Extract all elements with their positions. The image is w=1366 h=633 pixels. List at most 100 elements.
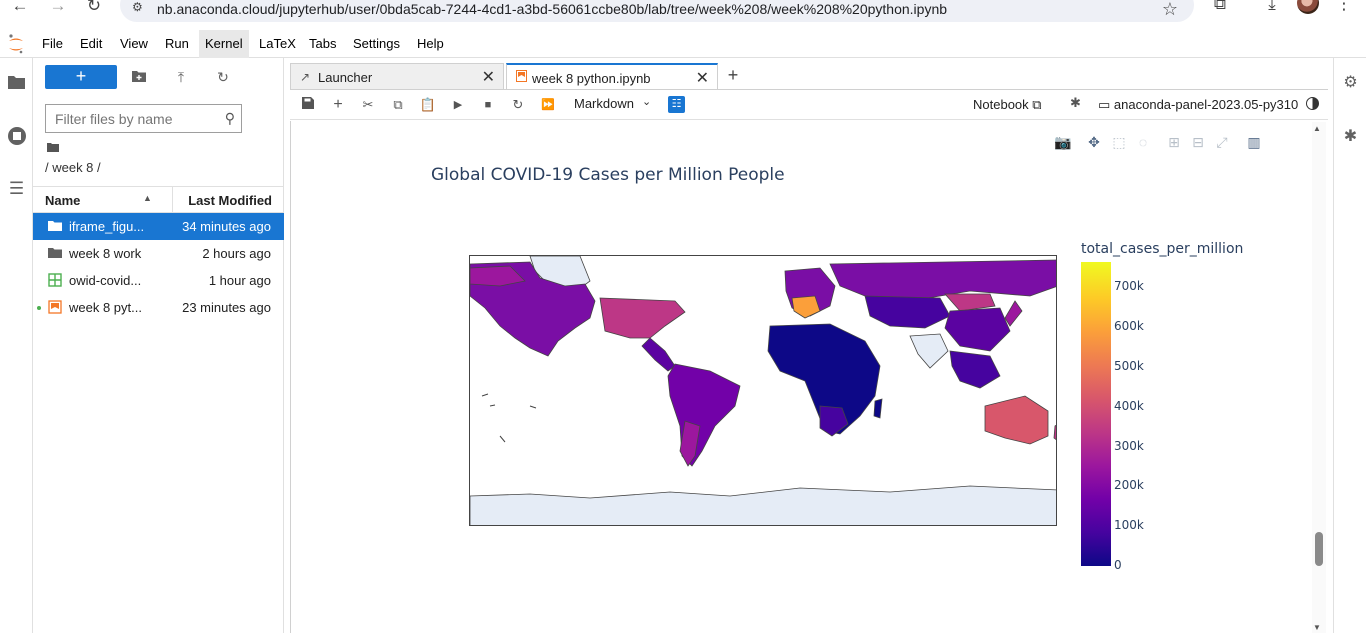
notebook-icon [48,300,62,314]
menu-item-kernel[interactable]: Kernel [199,30,249,58]
colorbar-tick-label: 300k [1114,438,1144,453]
back-icon[interactable]: ← [11,0,29,15]
forward-icon[interactable]: → [49,0,67,15]
property-inspector-icon[interactable]: ☷ [668,96,685,113]
world-map-svg[interactable] [470,256,1057,526]
refresh-icon[interactable]: ↻ [217,69,229,85]
menu-item-run[interactable]: Run [165,36,189,51]
zoom-out-icon[interactable]: ⊟ [1192,134,1204,150]
chevron-down-icon[interactable]: ⌄ [642,96,652,108]
jupyter-logo-icon [9,34,23,54]
zoom-in-icon[interactable]: ⊞ [1168,134,1180,150]
stop-icon[interactable]: ■ [484,99,492,111]
folder-icon [48,221,62,231]
cut-icon[interactable]: ✂ [362,97,374,112]
menu-item-help[interactable]: Help [417,36,444,51]
column-modified-header[interactable]: Last Modified [188,193,272,208]
column-name-header[interactable]: Name [45,193,81,208]
world-choropleth-map[interactable] [469,255,1057,526]
cell-type-select[interactable]: Markdown [574,96,634,111]
close-icon[interactable]: ✕ [695,70,709,87]
folder-icon[interactable] [0,68,33,96]
file-name[interactable]: iframe_figu... [69,219,145,234]
running-sessions-icon[interactable] [0,122,33,150]
download-icon[interactable]: ⤓ [1268,0,1276,13]
breadcrumb[interactable]: / week 8 / [45,160,101,175]
restart-run-all-icon[interactable]: ⏩ [541,99,555,111]
file-browser-panel: + ⤒ ↻ ⚲ / week 8 / Name ▲ Last Modified … [33,58,284,633]
extensions-icon[interactable]: ⧉ [1213,0,1227,13]
file-name[interactable]: week 8 pyt... [69,300,142,315]
menu-item-edit[interactable]: Edit [80,36,103,51]
notebook-link-label[interactable]: Notebook [973,97,1029,112]
kernel-name-button[interactable]: ▭ anaconda-panel-2023.05-py310 [1098,97,1298,113]
map-region-africa [767,323,881,435]
map-region-western-europe [791,295,821,319]
file-row[interactable]: owid-covid... 1 hour ago [33,267,284,294]
menu-item-view[interactable]: View [120,36,148,51]
vertical-scrollbar[interactable] [1312,122,1326,633]
url-text[interactable]: nb.anaconda.cloud/jupyterhub/user/0bda5c… [157,1,948,17]
menu-item-tabs[interactable]: Tabs [309,36,337,51]
file-list-header: Name ▲ Last Modified [33,186,284,213]
file-row[interactable]: week 8 pyt... 23 minutes ago [33,294,284,321]
breadcrumb-home-folder-icon[interactable] [47,142,59,152]
filter-files-field[interactable]: ⚲ [45,104,242,133]
menu-item-file[interactable]: File [42,36,63,51]
open-in-notebook-link[interactable]: Notebook ⧉ [973,97,1042,113]
tab-notebook[interactable]: week 8 python.ipynb ✕ [506,63,718,90]
filter-files-input[interactable] [46,105,206,132]
new-folder-icon[interactable] [127,66,151,88]
insert-cell-icon[interactable]: + [333,96,343,113]
table-of-contents-icon[interactable]: ☰ [8,179,25,198]
save-icon[interactable] [298,96,318,114]
debugger-icon[interactable]: ✱ [1070,95,1081,110]
file-row[interactable]: iframe_figu... 34 minutes ago [33,213,284,240]
bookmark-star-icon[interactable]: ☆ [1161,0,1178,19]
right-activity-bar: ⚙ ✱ [1333,58,1366,633]
map-region-argentina [679,420,701,467]
pan-icon[interactable]: ✥ [1088,134,1100,150]
profile-avatar[interactable] [1297,0,1319,14]
file-modified: 23 minutes ago [182,300,271,315]
plotly-logo-icon[interactable]: ▥ [1247,134,1261,150]
paste-icon[interactable]: 📋 [419,97,437,112]
site-info-icon[interactable]: ⚙ [132,0,143,14]
map-region-central-asia [864,295,951,329]
map-region-central-america [641,337,676,372]
menu-item-latex[interactable]: LaTeX [259,36,296,51]
close-icon[interactable]: ✕ [481,69,495,86]
box-select-icon[interactable]: ⬚ [1112,134,1126,150]
new-launcher-button[interactable]: + [45,65,117,89]
run-icon[interactable]: ▶ [453,99,463,111]
scroll-up-arrow-icon[interactable]: ▲ [1313,124,1321,133]
notebook-content: 📷 ✥ ⬚ ◌ ⊞ ⊟ ⤢ ▥ Global COVID-19 Cases pe… [290,121,1328,633]
reload-icon[interactable]: ↻ [86,0,102,15]
copy-icon[interactable]: ⧉ [393,97,403,112]
debugger-bug-icon[interactable]: ✱ [1343,128,1358,145]
colorbar-title: total_cases_per_million [1081,241,1244,257]
kernel-name-label[interactable]: anaconda-panel-2023.05-py310 [1113,97,1299,112]
colorbar-tick-label: 600k [1114,319,1144,334]
file-name[interactable]: week 8 work [69,246,142,261]
upload-icon[interactable]: ⤒ [177,69,185,85]
chrome-menu-icon[interactable]: ⋮ [1335,0,1353,13]
tab-launcher[interactable]: ↗ Launcher ✕ [290,63,504,90]
menu-item-settings[interactable]: Settings [353,36,400,51]
notebook-toolbar: + ✂ ⧉ 📋 ▶ ■ ↻ ⏩ Markdown ⌄ ☷ Notebook ⧉ … [290,89,1328,120]
computer-icon: ▭ [1098,97,1111,112]
scrollbar-thumb[interactable] [1315,532,1323,566]
file-row[interactable]: week 8 work 2 hours ago [33,240,284,267]
column-divider[interactable] [172,187,173,212]
scroll-down-arrow-icon[interactable]: ▼ [1313,623,1321,632]
file-name[interactable]: owid-covid... [69,273,142,288]
address-bar[interactable]: ⚙ nb.anaconda.cloud/jupyterhub/user/0bda… [120,0,1194,22]
restart-icon[interactable]: ↻ [512,97,524,112]
lasso-select-icon[interactable]: ◌ [1138,134,1148,150]
property-inspector-gear-icon[interactable]: ⚙ [1343,74,1358,91]
reset-view-icon[interactable]: ⤢ [1216,134,1228,150]
add-tab-button[interactable]: + [727,65,739,85]
camera-icon[interactable]: 📷 [1054,134,1072,150]
search-icon: ⚲ [224,110,235,126]
colorbar-tick-label: 100k [1114,518,1144,533]
